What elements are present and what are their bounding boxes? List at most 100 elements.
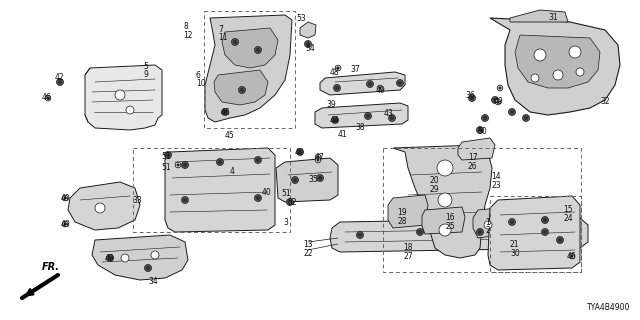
Circle shape: [437, 160, 453, 176]
Circle shape: [182, 162, 189, 169]
Circle shape: [317, 156, 319, 158]
Circle shape: [232, 38, 239, 45]
Text: 2: 2: [485, 226, 490, 235]
Circle shape: [417, 228, 424, 236]
Circle shape: [492, 97, 499, 103]
Text: 15: 15: [563, 205, 573, 214]
Polygon shape: [315, 103, 408, 128]
Circle shape: [477, 228, 483, 236]
Circle shape: [419, 230, 422, 234]
Circle shape: [47, 97, 49, 99]
Text: 11: 11: [218, 33, 227, 42]
Circle shape: [438, 193, 452, 207]
Text: 8: 8: [183, 22, 188, 31]
Circle shape: [145, 265, 152, 271]
Text: 53: 53: [296, 14, 306, 23]
Text: 24: 24: [563, 214, 573, 223]
Text: 18: 18: [403, 243, 413, 252]
Polygon shape: [214, 70, 268, 105]
Text: 34: 34: [148, 277, 157, 286]
Text: 25: 25: [445, 222, 454, 231]
Circle shape: [367, 81, 374, 87]
Polygon shape: [330, 218, 588, 252]
Polygon shape: [276, 158, 338, 202]
Circle shape: [497, 85, 503, 91]
Polygon shape: [92, 235, 188, 280]
Polygon shape: [165, 148, 275, 232]
Circle shape: [175, 162, 181, 168]
Circle shape: [377, 85, 383, 91]
Text: 46: 46: [221, 108, 231, 117]
Circle shape: [317, 159, 319, 161]
Text: 40: 40: [295, 148, 305, 157]
Polygon shape: [85, 65, 162, 130]
Circle shape: [296, 148, 303, 156]
Text: 17: 17: [468, 153, 477, 162]
Circle shape: [333, 118, 337, 122]
Circle shape: [108, 256, 111, 260]
Text: 50: 50: [477, 127, 487, 136]
Circle shape: [62, 221, 68, 227]
Text: 49: 49: [61, 194, 71, 203]
Circle shape: [257, 196, 260, 200]
Text: 22: 22: [303, 249, 312, 258]
Text: 9: 9: [143, 70, 148, 79]
Text: 51: 51: [161, 152, 171, 161]
Text: 40: 40: [262, 188, 272, 197]
Circle shape: [106, 254, 113, 261]
Circle shape: [557, 236, 563, 244]
Text: 42: 42: [55, 73, 65, 82]
Circle shape: [365, 113, 371, 119]
Text: 31: 31: [548, 13, 557, 22]
Circle shape: [95, 203, 105, 213]
Text: 6: 6: [196, 71, 201, 80]
Circle shape: [62, 195, 68, 201]
Text: TYA4B4900: TYA4B4900: [587, 303, 630, 312]
Text: 37: 37: [350, 65, 360, 74]
Circle shape: [571, 255, 573, 257]
Circle shape: [166, 153, 170, 156]
Circle shape: [493, 99, 497, 101]
Text: 45: 45: [225, 131, 235, 140]
Polygon shape: [473, 208, 502, 238]
Circle shape: [483, 116, 486, 120]
Text: 16: 16: [445, 213, 454, 222]
Text: 41: 41: [338, 130, 348, 139]
Circle shape: [216, 158, 223, 165]
Polygon shape: [515, 35, 600, 88]
Circle shape: [543, 219, 547, 221]
Circle shape: [369, 83, 372, 85]
Text: 5: 5: [143, 62, 148, 71]
Text: 38: 38: [355, 123, 365, 132]
Circle shape: [289, 200, 292, 204]
Circle shape: [64, 223, 67, 225]
Text: 49: 49: [494, 97, 504, 106]
Text: 49: 49: [105, 254, 115, 263]
Circle shape: [509, 219, 515, 226]
Circle shape: [484, 221, 492, 229]
Circle shape: [576, 68, 584, 76]
Circle shape: [531, 74, 539, 82]
Circle shape: [397, 79, 403, 86]
Text: 7: 7: [218, 25, 223, 34]
Circle shape: [541, 228, 548, 236]
Text: 52: 52: [287, 198, 296, 207]
Circle shape: [479, 128, 481, 132]
Text: 43: 43: [384, 109, 394, 118]
Circle shape: [524, 116, 527, 120]
Text: 46: 46: [567, 252, 577, 261]
Circle shape: [468, 94, 476, 101]
Polygon shape: [488, 196, 580, 270]
Circle shape: [332, 116, 339, 124]
Circle shape: [388, 115, 396, 122]
Circle shape: [543, 230, 547, 234]
Polygon shape: [300, 22, 316, 38]
Circle shape: [317, 174, 323, 181]
Circle shape: [255, 156, 262, 164]
Circle shape: [221, 108, 228, 116]
Circle shape: [287, 198, 294, 205]
Circle shape: [379, 87, 381, 89]
Text: 1: 1: [485, 218, 490, 227]
Polygon shape: [490, 18, 620, 115]
Circle shape: [115, 90, 125, 100]
